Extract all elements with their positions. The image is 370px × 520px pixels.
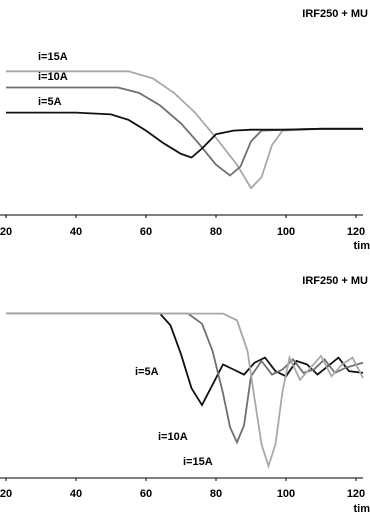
x-tick-label: 20 [0,488,12,500]
x-tick-label: 100 [277,226,295,238]
chart-title: IRF250 + MU [302,275,368,287]
x-tick-label: 40 [70,488,82,500]
x-tick-label: 80 [210,488,222,500]
x-tick-label: 60 [140,488,152,500]
series-label: i=5A [135,366,159,378]
x-tick-label: 40 [70,226,82,238]
x-tick-label: 20 [0,226,12,238]
series-label: i=15A [38,51,68,63]
series-label: i=10A [158,431,188,443]
line-series [6,111,363,159]
x-tick-label: 60 [140,226,152,238]
series-label: i=5A [38,96,62,108]
chart-title: IRF250 + MU [302,8,368,20]
x-tick-label: 120 [347,488,365,500]
x-tick-label: 80 [210,226,222,238]
x-axis-label: tim [354,240,370,252]
x-axis-label: tim [354,503,370,515]
x-tick-label: 120 [347,226,365,238]
line-series [6,312,364,407]
series-label: i=10A [38,71,68,83]
series-label: i=15A [183,456,213,468]
line-series [6,312,364,445]
line-series [6,312,364,470]
x-tick-label: 100 [277,488,295,500]
